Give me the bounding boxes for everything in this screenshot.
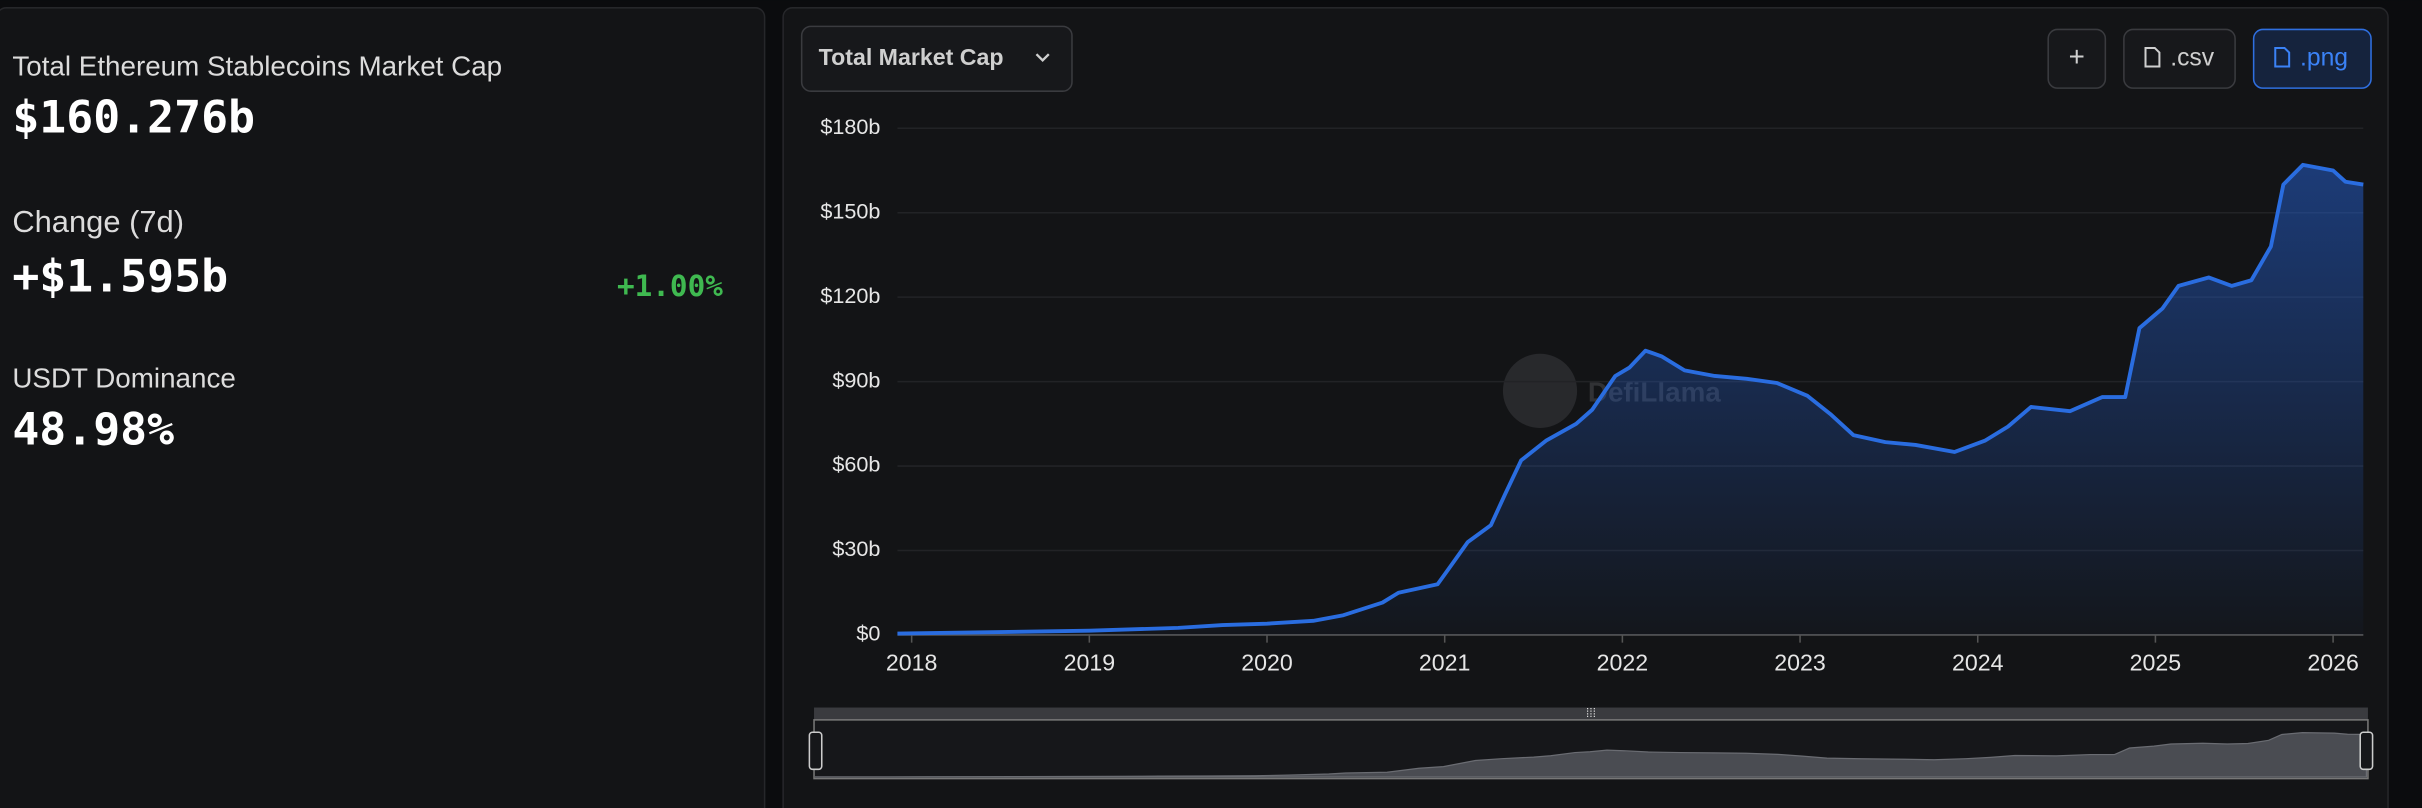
button-box[interactable] bbox=[2123, 28, 2236, 89]
file-icon bbox=[2144, 46, 2161, 68]
slider-bar[interactable] bbox=[814, 707, 2368, 720]
x-tick-label: 2019 bbox=[1064, 649, 1116, 675]
button-box[interactable] bbox=[2252, 28, 2372, 89]
y-tick-label: $30b bbox=[832, 536, 880, 561]
mini-chart bbox=[814, 731, 2368, 778]
area-fill bbox=[897, 164, 2364, 635]
slider-handle[interactable] bbox=[808, 731, 823, 771]
file-icon bbox=[2274, 46, 2291, 68]
png-button[interactable]: .png bbox=[2252, 28, 2372, 89]
stat-value: $160.276b bbox=[12, 91, 255, 144]
dropdown-label[interactable]: Total Market Cap bbox=[819, 44, 1004, 70]
line bbox=[897, 162, 2364, 636]
y-tick-label: $60b bbox=[832, 452, 880, 477]
dropdown-box[interactable] bbox=[800, 25, 1073, 92]
stat-label: USDT Dominance bbox=[12, 362, 236, 393]
csv-button[interactable]: .csv bbox=[2123, 28, 2236, 89]
x-tick-label: 2020 bbox=[1241, 649, 1293, 675]
plot: $0 $30b $60b $90b $120b $150b $180b 2018 2019 202… bbox=[820, 114, 2364, 675]
change-percent: +1.00% bbox=[617, 269, 723, 303]
slider-grip: ⁞⁞⁞ bbox=[1586, 706, 1596, 720]
y-tick-label: $150b bbox=[820, 198, 880, 223]
button-label[interactable]: .png bbox=[2300, 44, 2348, 71]
button-label[interactable]: + bbox=[2069, 41, 2085, 72]
stat-value: +$1.595b bbox=[12, 250, 228, 303]
y-tick-label: $120b bbox=[820, 283, 880, 308]
x-tick-label: 2024 bbox=[1952, 649, 2004, 675]
y-tick-label: $90b bbox=[832, 367, 880, 392]
stat-label: Total Ethereum Stablecoins Market Cap bbox=[12, 50, 502, 81]
x-tick-label: 2026 bbox=[2307, 649, 2359, 675]
dropdown[interactable]: Total Market Cap bbox=[800, 25, 1073, 92]
y-tick-label: $180b bbox=[820, 114, 880, 139]
stats-panel bbox=[0, 7, 766, 808]
x-tick-label: 2018 bbox=[886, 649, 938, 675]
add-button[interactable]: + bbox=[2047, 28, 2107, 89]
chevron bbox=[1035, 53, 1050, 62]
stat-value: 48.98% bbox=[12, 403, 174, 456]
x-tick-label: 2023 bbox=[1774, 649, 1826, 675]
button-label[interactable]: .csv bbox=[2170, 44, 2215, 71]
range-slider[interactable]: ⁞⁞⁞ bbox=[808, 706, 2374, 780]
slider-handle[interactable] bbox=[2359, 731, 2374, 771]
y-tick-label: $0 bbox=[856, 621, 880, 646]
stat-label: Change (7d) bbox=[12, 204, 184, 239]
x-tick-label: 2025 bbox=[2130, 649, 2182, 675]
mini-area bbox=[814, 731, 2368, 778]
watermark-logo bbox=[1502, 353, 1578, 428]
x-tick-label: 2022 bbox=[1597, 649, 1649, 675]
button-box[interactable] bbox=[2047, 28, 2107, 89]
x-tick-label: 2021 bbox=[1419, 649, 1471, 675]
